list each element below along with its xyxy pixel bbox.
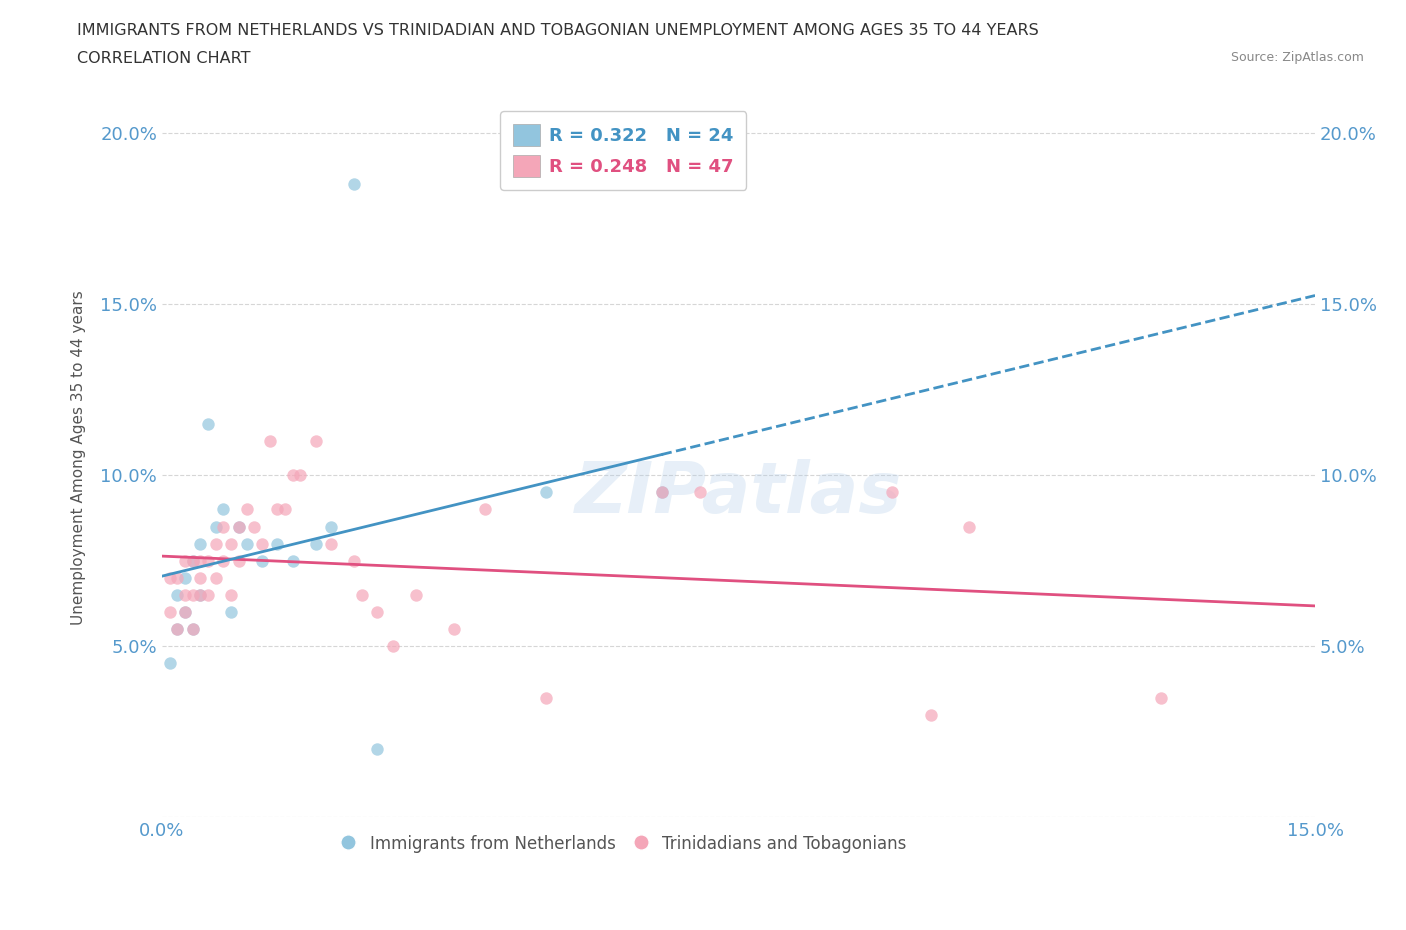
- Point: [305, 537, 328, 551]
- Point: [228, 553, 250, 568]
- Point: [243, 519, 266, 534]
- Point: [319, 537, 342, 551]
- Y-axis label: Unemployment Among Ages 35 to 44 years: Unemployment Among Ages 35 to 44 years: [72, 291, 86, 626]
- Point: [957, 519, 980, 534]
- Point: [166, 570, 188, 585]
- Point: [319, 519, 342, 534]
- Point: [536, 690, 558, 705]
- Point: [274, 502, 297, 517]
- Point: [159, 656, 181, 671]
- Point: [204, 570, 226, 585]
- Point: [235, 537, 257, 551]
- Point: [190, 537, 212, 551]
- Point: [343, 177, 366, 192]
- Point: [350, 588, 373, 603]
- Point: [920, 708, 942, 723]
- Point: [181, 588, 204, 603]
- Point: [651, 485, 673, 499]
- Point: [266, 537, 288, 551]
- Text: ZIPatlas: ZIPatlas: [575, 459, 903, 528]
- Point: [281, 468, 304, 483]
- Point: [219, 588, 242, 603]
- Point: [228, 519, 250, 534]
- Point: [266, 502, 288, 517]
- Point: [174, 604, 197, 619]
- Point: [190, 570, 212, 585]
- Point: [651, 485, 673, 499]
- Point: [181, 553, 204, 568]
- Point: [689, 485, 711, 499]
- Point: [290, 468, 312, 483]
- Point: [443, 622, 465, 637]
- Point: [219, 537, 242, 551]
- Point: [1150, 690, 1173, 705]
- Point: [366, 604, 388, 619]
- Legend: Immigrants from Netherlands, Trinidadians and Tobagonians: Immigrants from Netherlands, Trinidadian…: [333, 828, 914, 859]
- Point: [536, 485, 558, 499]
- Point: [166, 622, 188, 637]
- Point: [381, 639, 404, 654]
- Point: [212, 519, 235, 534]
- Point: [197, 588, 219, 603]
- Point: [405, 588, 427, 603]
- Point: [197, 417, 219, 432]
- Text: Source: ZipAtlas.com: Source: ZipAtlas.com: [1230, 51, 1364, 64]
- Point: [250, 553, 273, 568]
- Point: [197, 553, 219, 568]
- Point: [204, 537, 226, 551]
- Point: [181, 622, 204, 637]
- Point: [159, 570, 181, 585]
- Point: [204, 519, 226, 534]
- Point: [228, 519, 250, 534]
- Text: IMMIGRANTS FROM NETHERLANDS VS TRINIDADIAN AND TOBAGONIAN UNEMPLOYMENT AMONG AGE: IMMIGRANTS FROM NETHERLANDS VS TRINIDADI…: [77, 23, 1039, 38]
- Point: [159, 604, 181, 619]
- Point: [174, 588, 197, 603]
- Point: [305, 433, 328, 448]
- Point: [882, 485, 904, 499]
- Text: CORRELATION CHART: CORRELATION CHART: [77, 51, 250, 66]
- Point: [343, 553, 366, 568]
- Point: [166, 588, 188, 603]
- Point: [235, 502, 257, 517]
- Point: [174, 553, 197, 568]
- Point: [281, 553, 304, 568]
- Point: [190, 553, 212, 568]
- Point: [181, 553, 204, 568]
- Point: [474, 502, 496, 517]
- Point: [190, 588, 212, 603]
- Point: [174, 604, 197, 619]
- Point: [212, 553, 235, 568]
- Point: [212, 502, 235, 517]
- Point: [166, 622, 188, 637]
- Point: [181, 622, 204, 637]
- Point: [259, 433, 281, 448]
- Point: [190, 588, 212, 603]
- Point: [250, 537, 273, 551]
- Point: [366, 741, 388, 756]
- Point: [174, 570, 197, 585]
- Point: [219, 604, 242, 619]
